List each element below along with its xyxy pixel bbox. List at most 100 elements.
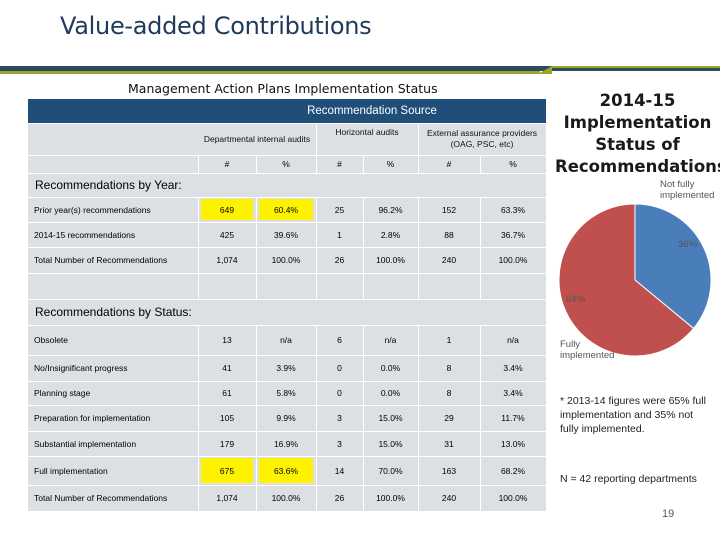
subheader-blank	[28, 155, 198, 173]
year-cell: 25	[334, 204, 345, 215]
pie-pct-not-fully: 36%	[678, 239, 698, 250]
status-row-label: Substantial implementation	[34, 438, 137, 449]
grid-hline	[28, 299, 546, 300]
footnote: * 2013-14 figures were 65% full implemen…	[560, 395, 706, 435]
grid-vline	[418, 123, 419, 155]
header-group-blank	[28, 123, 198, 155]
reporting-departments-note: N = 42 reporting departments	[560, 473, 697, 485]
status-cell: 100.0%	[271, 493, 301, 503]
highlight-box	[259, 458, 313, 483]
grid-vline	[256, 197, 257, 273]
pie-pct-fully: 64%	[566, 294, 586, 305]
status-table: Recommendation Source Departmental inter…	[28, 99, 546, 511]
status-cell: 105	[219, 413, 235, 423]
year-cell: 1,074	[216, 255, 238, 265]
year-row-label: 2014-15 recommendations	[34, 229, 136, 240]
pie-chart	[558, 203, 712, 357]
group-horizontal: Horizontal audits	[316, 123, 418, 155]
status-cell: 9.9%	[276, 413, 296, 423]
header-corner	[28, 99, 198, 123]
status-row-label: Full implementation	[34, 465, 108, 476]
grid-hline	[28, 273, 546, 274]
subheader-count: #	[198, 155, 256, 173]
grid-vline	[256, 155, 257, 173]
status-cell: 26	[334, 493, 345, 503]
status-cell: 163	[441, 465, 457, 476]
title-rule-green-diagonal	[538, 66, 552, 74]
status-cell: 41	[222, 363, 232, 373]
status-cell: 29	[444, 413, 454, 423]
status-cell: 6	[337, 335, 342, 345]
highlight-box	[259, 199, 313, 220]
title-rule-green-thin	[552, 66, 720, 68]
grid-hline	[28, 123, 546, 124]
table-title: Management Action Plans Implementation S…	[128, 81, 438, 96]
status-cell: 13.0%	[500, 438, 526, 449]
subheader-count: #	[418, 155, 480, 173]
grid-hline	[28, 405, 546, 406]
grid-vline	[198, 273, 199, 299]
status-row-label: Total Number of Recommendations	[34, 493, 168, 503]
group-external: External assurance providers (OAG, PSC, …	[418, 123, 546, 155]
grid-hline	[28, 197, 546, 198]
group-departmental: Departmental internal audits	[198, 123, 316, 155]
year-row-label: Total Number of Recommendations	[34, 255, 168, 265]
year-cell: 63.3%	[500, 204, 526, 215]
subheader-count: #	[316, 155, 363, 173]
status-row-label: No/Insignificant progress	[34, 363, 128, 373]
status-cell: 5.8%	[276, 388, 296, 398]
source-header: Recommendation Source	[198, 99, 546, 123]
grid-vline	[316, 155, 317, 173]
status-cell: 3	[337, 413, 342, 423]
year-cell: 96.2%	[378, 204, 403, 215]
grid-vline	[363, 325, 364, 511]
grid-vline	[363, 155, 364, 173]
grid-vline	[198, 155, 199, 173]
pie-label-not-fully: Not fully implemented	[660, 179, 715, 201]
page-number: 19	[662, 508, 675, 520]
status-cell: 675	[219, 465, 235, 476]
highlight-box	[201, 199, 253, 220]
year-cell: 1	[337, 229, 342, 240]
status-cell: 8	[446, 363, 452, 373]
grid-vline	[198, 325, 199, 511]
status-cell: 0	[337, 388, 342, 398]
year-cell: 425	[219, 229, 235, 240]
grid-vline	[363, 197, 364, 273]
status-row-label: Planning stage	[34, 388, 91, 398]
year-cell: 100.0%	[271, 255, 301, 265]
status-cell: 11.7%	[501, 413, 525, 423]
year-cell: 36.7%	[500, 229, 526, 240]
title-rule-green	[0, 71, 540, 74]
status-cell: 100.0%	[498, 493, 528, 503]
status-cell: 1	[446, 335, 452, 345]
pie-label-fully: Fully implemented	[560, 339, 615, 361]
status-row-label: Preparation for implementation	[34, 413, 151, 423]
status-cell: 3.9%	[276, 363, 296, 373]
grid-vline	[363, 273, 364, 299]
status-cell: 0.0%	[380, 363, 401, 373]
year-cell: 100.0%	[376, 255, 405, 265]
pie-slice-not-fully-implemented	[634, 203, 712, 330]
year-cell: 152	[441, 204, 457, 215]
grid-hline	[28, 325, 546, 326]
grid-vline	[418, 273, 419, 299]
status-cell: 240	[441, 493, 457, 503]
subheader-percent: %	[480, 155, 546, 173]
status-cell: 1,074	[216, 493, 238, 503]
status-cell: 179	[219, 438, 235, 449]
grid-hline	[28, 381, 546, 382]
status-cell: n/a	[507, 335, 519, 345]
year-cell: 60.4%	[273, 204, 299, 215]
grid-hline	[28, 431, 546, 432]
grid-vline	[480, 155, 481, 173]
grid-hline	[28, 456, 546, 457]
grid-vline	[198, 197, 199, 273]
year-row-label: Prior year(s) recommendations	[34, 204, 151, 215]
grid-vline	[316, 123, 317, 155]
title-rule-dark	[0, 66, 720, 71]
year-cell: 100.0%	[498, 255, 528, 265]
grid-vline	[480, 197, 481, 273]
grid-hline	[28, 247, 546, 248]
year-cell: 26	[334, 255, 345, 265]
